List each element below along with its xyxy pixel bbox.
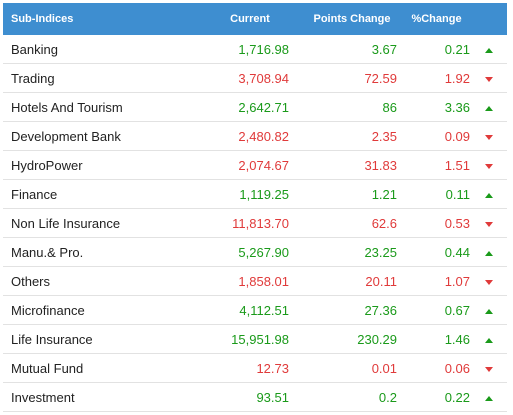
sub-index-name: Development Bank — [11, 128, 121, 144]
caret-down-icon — [484, 279, 493, 285]
trend-cell — [470, 42, 507, 57]
percent-change-value: 1.07 — [444, 273, 470, 289]
sub-index-name: Finance — [11, 186, 58, 202]
caret-up-icon — [484, 105, 493, 111]
percent-change-value: 1.46 — [444, 331, 470, 347]
caret-down-icon — [484, 366, 493, 372]
percent-change-value: 0.09 — [444, 128, 470, 144]
caret-down-icon — [484, 221, 493, 227]
sub-index-name: Trading — [11, 70, 55, 86]
percent-change-value: 0.44 — [444, 244, 470, 260]
sub-index-name: Life Insurance — [11, 331, 93, 347]
caret-down-icon — [484, 163, 493, 169]
points-change-value: 27.36 — [364, 302, 397, 318]
caret-down-icon — [484, 134, 493, 140]
sub-index-name: Microfinance — [11, 302, 85, 318]
current-value: 2,642.71 — [238, 99, 289, 115]
percent-change-value: 0.21 — [444, 41, 470, 57]
sub-index-name: Mutual Fund — [11, 360, 84, 376]
table-row[interactable]: Banking 1,716.98 3.67 0.21 — [3, 35, 507, 64]
caret-up-icon — [484, 395, 493, 401]
trend-cell — [470, 245, 507, 260]
header-percent-change[interactable]: %Change — [411, 13, 462, 25]
trend-cell — [470, 129, 507, 144]
points-change-value: 0.2 — [378, 389, 397, 405]
trend-cell — [470, 216, 507, 231]
points-change-value: 72.59 — [364, 70, 397, 86]
trend-cell — [470, 332, 507, 347]
caret-up-icon — [484, 47, 493, 53]
caret-up-icon — [484, 308, 493, 314]
trend-cell — [470, 100, 507, 115]
table-row[interactable]: Microfinance 4,112.51 27.36 0.67 — [3, 296, 507, 325]
points-change-value: 62.6 — [371, 215, 397, 231]
current-value: 11,813.70 — [232, 215, 289, 231]
sub-index-name: Banking — [11, 41, 58, 57]
table-row[interactable]: Mutual Fund 12.73 0.01 0.06 — [3, 354, 507, 383]
sub-index-name: Hotels And Tourism — [11, 99, 123, 115]
trend-cell — [470, 71, 507, 86]
points-change-value: 31.83 — [364, 157, 397, 173]
sub-indices-table: Sub-Indices Current Points Change %Chang… — [3, 3, 507, 412]
trend-cell — [470, 158, 507, 173]
points-change-value: 3.67 — [371, 41, 397, 57]
sub-index-name: Manu.& Pro. — [11, 244, 84, 260]
percent-change-value: 0.53 — [444, 215, 470, 231]
header-sub-indices[interactable]: Sub-Indices — [11, 13, 74, 25]
caret-up-icon — [484, 337, 493, 343]
percent-change-value: 1.51 — [444, 157, 470, 173]
points-change-value: 86 — [382, 99, 397, 115]
current-value: 5,267.90 — [238, 244, 289, 260]
table-row[interactable]: Finance 1,119.25 1.21 0.11 — [3, 180, 507, 209]
table-header: Sub-Indices Current Points Change %Chang… — [3, 3, 507, 35]
current-value: 1,119.25 — [239, 186, 289, 202]
current-value: 4,112.51 — [239, 302, 289, 318]
sub-index-name: Investment — [11, 389, 75, 405]
sub-index-name: Others — [11, 273, 51, 289]
table-body: Banking 1,716.98 3.67 0.21 Trading 3,708.94 72… — [3, 35, 507, 412]
current-value: 1,858.01 — [238, 273, 289, 289]
trend-cell — [470, 361, 507, 376]
table-row[interactable]: Non Life Insurance 11,813.70 62.6 0.53 — [3, 209, 507, 238]
table-row[interactable]: Manu.& Pro. 5,267.90 23.25 0.44 — [3, 238, 507, 267]
percent-change-value: 0.11 — [445, 186, 470, 202]
caret-down-icon — [484, 76, 493, 82]
percent-change-value: 0.67 — [444, 302, 470, 318]
table-row[interactable]: Others 1,858.01 20.11 1.07 — [3, 267, 507, 296]
points-change-value: 23.25 — [364, 244, 397, 260]
points-change-value: 0.01 — [371, 360, 397, 376]
table-row[interactable]: HydroPower 2,074.67 31.83 1.51 — [3, 151, 507, 180]
percent-change-value: 1.92 — [444, 70, 470, 86]
current-value: 3,708.94 — [238, 70, 289, 86]
trend-cell — [470, 303, 507, 318]
caret-up-icon — [484, 192, 493, 198]
current-value: 2,074.67 — [238, 157, 289, 173]
percent-change-value: 0.22 — [444, 389, 470, 405]
trend-cell — [470, 187, 507, 202]
current-value: 12.73 — [256, 360, 289, 376]
table-row[interactable]: Life Insurance 15,951.98 230.29 1.46 — [3, 325, 507, 354]
table-row[interactable]: Trading 3,708.94 72.59 1.92 — [3, 64, 507, 93]
sub-index-name: Non Life Insurance — [11, 215, 121, 231]
trend-cell — [470, 390, 507, 405]
points-change-value: 20.11 — [365, 273, 397, 289]
points-change-value: 1.21 — [371, 186, 397, 202]
points-change-value: 2.35 — [371, 128, 397, 144]
table-row[interactable]: Hotels And Tourism 2,642.71 86 3.36 — [3, 93, 507, 122]
current-value: 15,951.98 — [231, 331, 289, 347]
sub-index-name: HydroPower — [11, 157, 83, 173]
caret-up-icon — [484, 250, 493, 256]
points-change-value: 230.29 — [357, 331, 397, 347]
table-row[interactable]: Investment 93.51 0.2 0.22 — [3, 383, 507, 412]
current-value: 1,716.98 — [238, 41, 289, 57]
trend-cell — [470, 274, 507, 289]
current-value: 2,480.82 — [238, 128, 289, 144]
header-current[interactable]: Current — [230, 13, 270, 25]
percent-change-value: 3.36 — [444, 99, 470, 115]
table-row[interactable]: Development Bank 2,480.82 2.35 0.09 — [3, 122, 507, 151]
current-value: 93.51 — [256, 389, 289, 405]
percent-change-value: 0.06 — [444, 360, 470, 376]
header-points-change[interactable]: Points Change — [313, 13, 391, 25]
